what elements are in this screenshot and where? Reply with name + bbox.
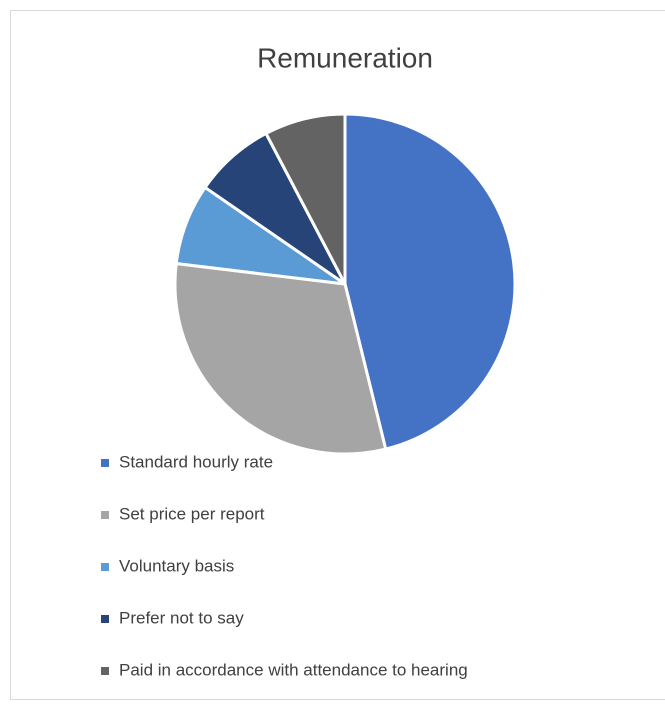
legend-label: Paid in accordance with attendance to he…	[119, 660, 468, 679]
chart-title: Remuneration	[257, 42, 433, 73]
legend-swatch	[101, 615, 109, 623]
legend-swatch	[101, 563, 109, 571]
legend-swatch	[101, 667, 109, 675]
legend-label: Voluntary basis	[119, 556, 234, 575]
legend-label: Standard hourly rate	[119, 452, 273, 471]
legend-label: Prefer not to say	[119, 608, 244, 627]
legend-label: Set price per report	[119, 504, 265, 523]
legend-swatch	[101, 511, 109, 519]
legend-swatch	[101, 459, 109, 467]
